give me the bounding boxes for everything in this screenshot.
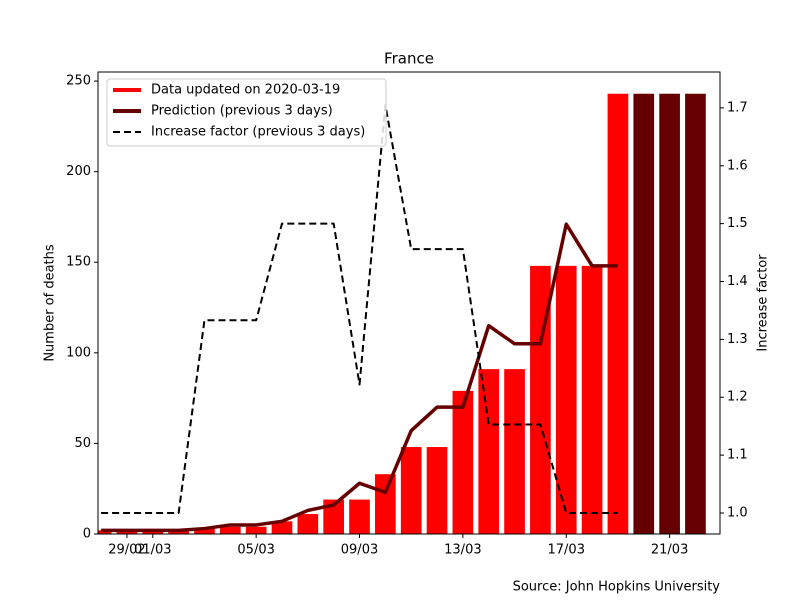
chart-title: France — [384, 50, 434, 68]
bar — [219, 526, 241, 534]
legend-label: Data updated on 2020-03-19 — [151, 83, 340, 98]
source-note: Source: John Hopkins University — [513, 580, 721, 595]
bar — [142, 530, 164, 534]
bar — [426, 447, 448, 534]
legend-label: Increase factor (previous 3 days) — [151, 125, 365, 140]
y2-tick-label: 1.4 — [727, 274, 748, 289]
y2-tick-label: 1.6 — [727, 158, 748, 173]
x-tick-label: 17/03 — [548, 543, 585, 558]
x-tick-label: 13/03 — [444, 543, 481, 558]
bar — [323, 499, 345, 534]
line — [101, 222, 618, 533]
bar — [194, 528, 215, 534]
bar — [685, 93, 706, 534]
x-tick-label: 21/03 — [651, 543, 688, 558]
bar — [116, 530, 138, 534]
legend-label: Prediction (previous 3 days) — [151, 104, 333, 119]
bar — [607, 93, 629, 534]
bar — [400, 447, 422, 534]
y2-tick-label: 1.1 — [727, 448, 748, 463]
bar — [245, 526, 267, 534]
bar — [98, 530, 112, 534]
x-tick-label: 01/03 — [134, 543, 171, 558]
y2-tick-label: 1.2 — [727, 390, 748, 405]
y2-axis-label: Increase factor — [756, 254, 771, 352]
x-tick-label: 29/02 — [108, 543, 145, 558]
x-tick-label: 05/03 — [237, 543, 274, 558]
y-tick-label: 250 — [66, 74, 91, 89]
bar — [478, 369, 500, 534]
bar — [271, 521, 293, 534]
bar — [297, 514, 319, 534]
bar — [530, 265, 551, 534]
y2-tick-label: 1.0 — [727, 505, 748, 520]
y-tick-label: 0 — [83, 527, 91, 542]
bar — [452, 390, 474, 534]
y2-tick-label: 1.7 — [727, 100, 748, 115]
bar — [659, 93, 680, 534]
dashed-line — [101, 103, 618, 514]
x-tick-label: 09/03 — [341, 543, 378, 558]
bar — [581, 265, 603, 534]
bar — [633, 93, 655, 534]
plot-area — [98, 93, 706, 534]
bar — [349, 499, 370, 534]
legend-box — [106, 78, 387, 147]
y2-tick-label: 1.3 — [727, 332, 748, 347]
plot-frame — [97, 71, 721, 535]
y-tick-label: 100 — [66, 345, 91, 360]
y-tick-label: 200 — [66, 164, 91, 179]
bar — [555, 265, 577, 534]
y-tick-label: 50 — [74, 436, 91, 451]
bar — [168, 530, 189, 534]
y2-tick-label: 1.5 — [727, 216, 748, 231]
bar — [504, 369, 525, 534]
y-axis-label: Number of deaths — [43, 244, 58, 362]
bar — [375, 474, 396, 534]
y-tick-label: 150 — [66, 255, 91, 270]
